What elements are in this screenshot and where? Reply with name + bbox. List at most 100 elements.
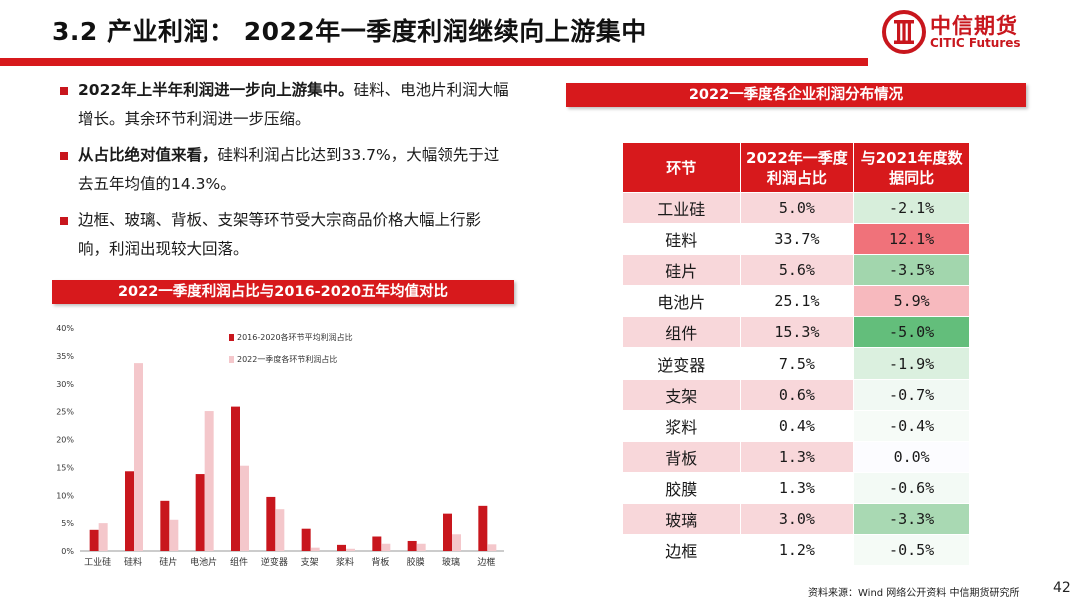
table-row: 硅料 33.7% 12.1%	[622, 223, 970, 256]
logo-english-name: CITIC Futures	[930, 36, 1021, 50]
y-tick-label: 5%	[61, 519, 74, 528]
x-tick-label: 浆料	[336, 556, 354, 568]
bar-q1-2022	[452, 534, 461, 551]
bar-avg-2016-2020	[89, 529, 99, 551]
cell-share: 5.6%	[739, 254, 855, 287]
legend-label: 2016-2020各环节平均利润占比	[237, 332, 353, 342]
table-header-row: 环节 2022年一季度利润占比 与2021年度数据同比	[622, 142, 970, 193]
bullet-square-icon	[60, 152, 68, 160]
bullet-item: 边框、玻璃、背板、支架等环节受大宗商品价格大幅上行影响，利润出现较大回落。	[60, 206, 510, 264]
legend-swatch	[229, 334, 234, 341]
table-row: 胶膜 1.3% -0.6%	[622, 471, 970, 504]
bar-avg-2016-2020	[337, 544, 346, 551]
x-tick-label: 工业硅	[84, 556, 111, 568]
bar-q1-2022	[381, 543, 391, 551]
cell-share: 33.7%	[739, 223, 855, 256]
bar-q1-2022	[310, 547, 320, 551]
y-tick-label: 25%	[56, 408, 74, 417]
y-tick-label: 30%	[56, 380, 74, 389]
cell-share: 15.3%	[739, 316, 855, 349]
bullet-text: 边框、玻璃、背板、支架等环节受大宗商品价格大幅上行影响，利润出现较大回落。	[78, 211, 482, 258]
bar-q1-2022	[346, 548, 355, 551]
cell-share: 1.3%	[739, 471, 855, 504]
bar-q1-2022	[275, 509, 285, 551]
bar-avg-2016-2020	[443, 513, 452, 551]
header-share: 2022年一季度利润占比	[739, 142, 855, 193]
logo-chinese-name: 中信期货	[930, 14, 1018, 38]
bullet-bold: 从占比绝对值来看，	[78, 146, 218, 164]
cell-share: 0.4%	[739, 409, 855, 442]
y-tick-label: 15%	[56, 463, 74, 472]
table-row: 浆料 0.4% -0.4%	[622, 409, 970, 442]
bullet-square-icon	[60, 217, 68, 225]
citic-futures-logo: 中信期货 CITIC Futures	[882, 8, 1032, 56]
bar-avg-2016-2020	[160, 500, 170, 551]
header-yoy: 与2021年度数据同比	[853, 142, 970, 193]
cell-yoy: 12.1%	[853, 223, 970, 256]
cell-segment: 硅料	[622, 223, 741, 256]
cell-segment: 组件	[622, 316, 741, 349]
table-row: 电池片 25.1% 5.9%	[622, 285, 970, 318]
bullet-text: 硅料利润占比达到33.7%，大幅领先于过去五年均值的14.3%。	[78, 146, 500, 193]
bar-q1-2022	[98, 523, 108, 551]
x-tick-label: 电池片	[190, 556, 217, 568]
x-tick-label: 硅料	[124, 556, 142, 568]
cell-segment: 玻璃	[622, 502, 741, 536]
cell-share: 7.5%	[739, 347, 855, 380]
bar-avg-2016-2020	[301, 528, 311, 551]
cell-share: 5.0%	[739, 191, 855, 225]
cell-yoy: -0.7%	[853, 378, 970, 411]
profit-distribution-table: 环节 2022年一季度利润占比 与2021年度数据同比 工业硅 5.0% -2.1%…	[622, 142, 970, 567]
cell-yoy: -0.4%	[853, 409, 970, 442]
y-tick-label: 35%	[56, 352, 74, 361]
cell-share: 1.2%	[739, 534, 855, 567]
page-title: 3.2 产业利润： 2022年一季度利润继续向上游集中	[52, 17, 647, 46]
y-tick-label: 20%	[56, 436, 74, 445]
bullet-item: 2022年上半年利润进一步向上游集中。硅料、电池片利润大幅增长。其余环节利润进一…	[60, 76, 510, 134]
cell-segment: 胶膜	[622, 471, 741, 504]
x-tick-label: 边框	[477, 556, 495, 568]
bar-avg-2016-2020	[478, 505, 488, 551]
legend-label: 2022一季度各环节利润占比	[237, 354, 337, 364]
table-title-band: 2022一季度各企业利润分布情况	[566, 83, 1026, 107]
bar-avg-2016-2020	[372, 536, 382, 551]
x-tick-label: 胶膜	[407, 556, 425, 568]
profit-share-bar-chart: 0% 5% 10% 15% 20% 25% 30% 35% 40% 工业硅 硅料 硅片 电池片 组件 逆变器…	[56, 324, 504, 568]
table-row: 组件 15.3% -5.0%	[622, 316, 970, 349]
header-segment: 环节	[622, 142, 741, 193]
cell-share: 25.1%	[739, 285, 855, 318]
bar-avg-2016-2020	[266, 496, 276, 551]
bar-q1-2022	[134, 363, 143, 551]
page-number: 42	[1053, 580, 1071, 596]
cell-yoy: -3.5%	[853, 254, 970, 287]
bar-q1-2022	[487, 544, 497, 551]
chart-title-band: 2022一季度利润占比与2016-2020五年均值对比	[52, 280, 514, 304]
table-row: 背板 1.3% 0.0%	[622, 440, 970, 473]
cell-yoy: 5.9%	[853, 285, 970, 318]
bullet-item: 从占比绝对值来看，硅料利润占比达到33.7%，大幅领先于过去五年均值的14.3%…	[60, 141, 510, 199]
x-tick-label: 支架	[301, 556, 319, 568]
cell-share: 1.3%	[739, 440, 855, 473]
title-underline	[0, 58, 868, 66]
cell-segment: 逆变器	[622, 347, 741, 380]
source-note: 资料来源：Wind 网络公开资料 中信期货研究所	[808, 588, 1020, 599]
bar-q1-2022	[169, 519, 179, 551]
bullet-list: 2022年上半年利润进一步向上游集中。硅料、电池片利润大幅增长。其余环节利润进一…	[60, 76, 510, 271]
table-row: 支架 0.6% -0.7%	[622, 378, 970, 411]
cell-yoy: -0.6%	[853, 471, 970, 504]
bullet-text: 硅料、电池片利润大幅增长。其余环节利润进一步压缩。	[78, 81, 509, 128]
cell-segment: 工业硅	[622, 191, 741, 225]
bar-avg-2016-2020	[195, 474, 205, 551]
x-tick-label: 组件	[230, 556, 248, 568]
cell-segment: 电池片	[622, 285, 741, 318]
bar-q1-2022	[204, 411, 214, 551]
bar-avg-2016-2020	[231, 406, 240, 551]
y-tick-label: 0%	[61, 547, 74, 556]
legend-swatch	[229, 356, 234, 363]
citic-logo-icon	[882, 10, 926, 54]
cell-segment: 硅片	[622, 254, 741, 287]
bar-avg-2016-2020	[407, 540, 417, 551]
table-row: 工业硅 5.0% -2.1%	[622, 191, 970, 225]
cell-segment: 支架	[622, 378, 741, 411]
cell-yoy: -3.3%	[853, 502, 970, 536]
